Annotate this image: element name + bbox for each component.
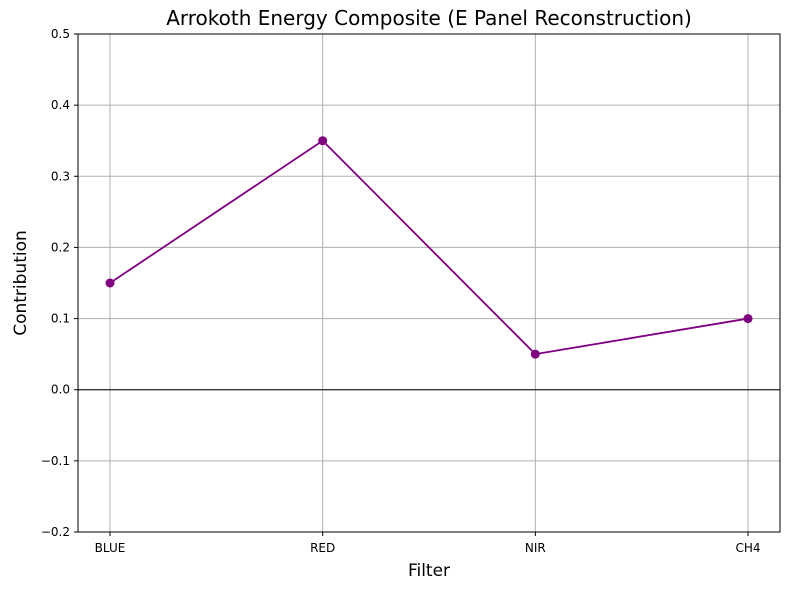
series-line	[109, 139, 749, 356]
y-tick-label: −0.2	[41, 525, 70, 539]
data-point	[743, 314, 753, 324]
x-tick-label: RED	[310, 541, 335, 555]
data-point	[105, 278, 115, 288]
y-tick-label: 0.0	[51, 383, 70, 397]
y-axis-title: Contribution	[11, 230, 31, 336]
y-tick-label: 0.4	[51, 98, 70, 112]
x-axis-ticks: BLUE RED NIR CH4	[95, 532, 761, 555]
x-axis-title: Filter	[408, 561, 450, 581]
x-tick-label: BLUE	[95, 541, 126, 555]
x-tick-label: CH4	[735, 541, 760, 555]
y-tick-label: −0.1	[41, 454, 70, 468]
chart-title: Arrokoth Energy Composite (E Panel Recon…	[166, 6, 692, 30]
x-tick-label: NIR	[525, 541, 546, 555]
y-tick-label: 0.2	[51, 240, 70, 254]
plot-frame	[77, 33, 781, 533]
series-group	[105, 136, 753, 359]
data-point	[318, 136, 328, 146]
y-tick-label: 0.5	[51, 27, 70, 41]
y-axis-ticks: −0.2 −0.1 0.0 0.1 0.2 0.3 0.4 0.5	[41, 27, 78, 539]
y-tick-label: 0.3	[51, 169, 70, 183]
data-point	[530, 349, 540, 359]
y-tick-label: 0.1	[51, 312, 70, 326]
